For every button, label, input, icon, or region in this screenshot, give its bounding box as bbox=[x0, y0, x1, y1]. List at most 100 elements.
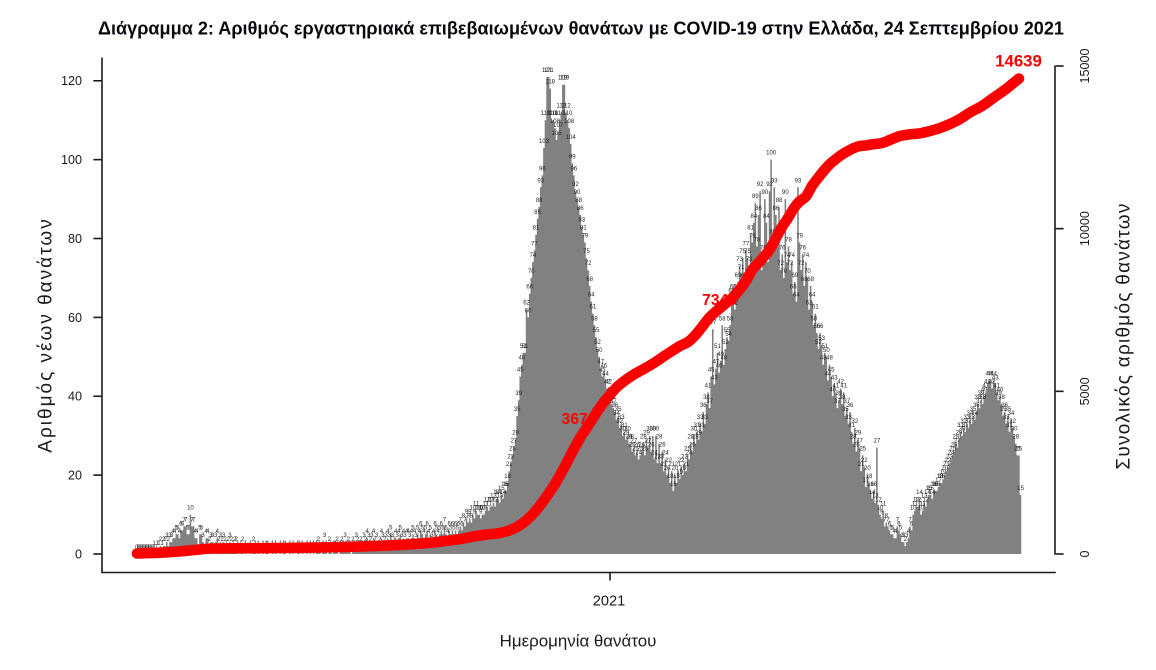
svg-text:50: 50 bbox=[596, 348, 603, 354]
svg-text:30: 30 bbox=[959, 427, 966, 433]
svg-text:24: 24 bbox=[686, 450, 693, 456]
svg-text:22: 22 bbox=[945, 458, 952, 464]
svg-text:52: 52 bbox=[815, 340, 822, 346]
svg-text:37: 37 bbox=[844, 399, 851, 405]
svg-text:18: 18 bbox=[673, 474, 680, 480]
svg-text:28: 28 bbox=[687, 435, 694, 441]
svg-text:2: 2 bbox=[208, 537, 212, 543]
svg-text:2: 2 bbox=[356, 537, 360, 543]
svg-text:28: 28 bbox=[952, 435, 959, 441]
svg-text:3: 3 bbox=[222, 533, 226, 539]
svg-text:10: 10 bbox=[187, 506, 194, 512]
svg-text:84: 84 bbox=[763, 214, 770, 220]
svg-text:0: 0 bbox=[135, 545, 139, 551]
svg-text:5: 5 bbox=[176, 525, 180, 531]
svg-text:48: 48 bbox=[518, 356, 525, 362]
svg-text:58: 58 bbox=[719, 316, 726, 322]
svg-text:11: 11 bbox=[486, 502, 493, 508]
svg-text:41: 41 bbox=[982, 383, 989, 389]
svg-text:20: 20 bbox=[664, 466, 671, 472]
svg-text:5: 5 bbox=[186, 525, 190, 531]
svg-text:42: 42 bbox=[984, 379, 991, 385]
svg-text:5: 5 bbox=[438, 525, 442, 531]
svg-text:2: 2 bbox=[378, 537, 382, 543]
svg-text:44: 44 bbox=[990, 371, 997, 377]
svg-text:12: 12 bbox=[488, 498, 495, 504]
svg-text:3: 3 bbox=[201, 533, 205, 539]
svg-text:28: 28 bbox=[640, 435, 647, 441]
svg-text:3: 3 bbox=[403, 533, 407, 539]
svg-text:45: 45 bbox=[517, 368, 524, 374]
svg-text:74: 74 bbox=[530, 253, 537, 259]
svg-text:13: 13 bbox=[872, 494, 879, 500]
svg-text:81: 81 bbox=[580, 226, 587, 232]
svg-text:40: 40 bbox=[68, 390, 82, 404]
svg-text:31: 31 bbox=[621, 423, 628, 429]
svg-text:37: 37 bbox=[706, 399, 713, 405]
svg-text:28: 28 bbox=[626, 435, 633, 441]
svg-text:121: 121 bbox=[542, 68, 553, 74]
svg-text:4: 4 bbox=[195, 529, 199, 535]
svg-text:6: 6 bbox=[460, 521, 464, 527]
svg-text:112: 112 bbox=[556, 103, 566, 109]
svg-text:2: 2 bbox=[359, 537, 363, 543]
svg-text:39: 39 bbox=[515, 391, 522, 397]
svg-text:24: 24 bbox=[948, 450, 955, 456]
svg-text:107: 107 bbox=[553, 123, 564, 129]
svg-text:48: 48 bbox=[826, 356, 833, 362]
svg-text:35: 35 bbox=[842, 407, 849, 413]
svg-text:4: 4 bbox=[394, 529, 398, 535]
svg-text:29: 29 bbox=[855, 431, 862, 437]
svg-text:22: 22 bbox=[678, 458, 685, 464]
svg-text:81: 81 bbox=[747, 226, 754, 232]
svg-text:3: 3 bbox=[362, 533, 366, 539]
svg-text:80: 80 bbox=[68, 232, 82, 246]
svg-text:30: 30 bbox=[649, 427, 656, 433]
svg-text:2: 2 bbox=[364, 537, 368, 543]
svg-text:3: 3 bbox=[900, 533, 904, 539]
svg-text:35: 35 bbox=[970, 407, 977, 413]
svg-text:26: 26 bbox=[689, 442, 696, 448]
svg-text:2: 2 bbox=[328, 537, 332, 543]
svg-text:51: 51 bbox=[714, 344, 721, 350]
svg-text:31: 31 bbox=[1006, 423, 1013, 429]
svg-text:6: 6 bbox=[181, 521, 185, 527]
svg-text:25: 25 bbox=[1014, 446, 1021, 452]
svg-text:103: 103 bbox=[539, 139, 550, 145]
svg-text:5: 5 bbox=[389, 525, 393, 531]
svg-text:93: 93 bbox=[795, 178, 802, 184]
svg-text:4: 4 bbox=[427, 529, 431, 535]
svg-text:12: 12 bbox=[484, 498, 491, 504]
svg-text:29: 29 bbox=[956, 431, 963, 437]
svg-text:28: 28 bbox=[627, 435, 634, 441]
svg-text:9: 9 bbox=[479, 510, 483, 516]
svg-text:25: 25 bbox=[949, 446, 956, 452]
svg-text:2: 2 bbox=[340, 537, 344, 543]
svg-text:21: 21 bbox=[506, 462, 513, 468]
svg-text:7: 7 bbox=[908, 517, 912, 523]
svg-text:57: 57 bbox=[709, 320, 716, 326]
svg-text:3: 3 bbox=[219, 533, 223, 539]
svg-text:11: 11 bbox=[880, 502, 887, 508]
svg-text:Συνολικός αριθμός θανάτων: Συνολικός αριθμός θανάτων bbox=[1114, 202, 1135, 469]
svg-text:88: 88 bbox=[536, 198, 543, 204]
svg-text:4: 4 bbox=[402, 529, 406, 535]
svg-text:40: 40 bbox=[829, 387, 836, 393]
svg-text:5000: 5000 bbox=[1078, 377, 1092, 405]
svg-text:25: 25 bbox=[684, 446, 691, 452]
svg-text:34: 34 bbox=[971, 411, 978, 417]
svg-text:89: 89 bbox=[752, 194, 759, 200]
svg-text:4: 4 bbox=[894, 529, 898, 535]
svg-text:Διάγραμμα 2: Αριθμός εργαστηρι: Διάγραμμα 2: Αριθμός εργαστηριακά επιβεβ… bbox=[98, 19, 1064, 39]
svg-text:25: 25 bbox=[859, 446, 866, 452]
svg-text:6: 6 bbox=[454, 521, 458, 527]
svg-text:7: 7 bbox=[886, 517, 890, 523]
svg-text:79: 79 bbox=[582, 233, 589, 239]
svg-text:5: 5 bbox=[200, 525, 204, 531]
svg-text:26: 26 bbox=[648, 442, 655, 448]
svg-text:4: 4 bbox=[437, 529, 441, 535]
svg-text:22: 22 bbox=[665, 458, 672, 464]
svg-text:3: 3 bbox=[170, 533, 174, 539]
svg-text:20: 20 bbox=[941, 466, 948, 472]
svg-text:2: 2 bbox=[904, 537, 908, 543]
